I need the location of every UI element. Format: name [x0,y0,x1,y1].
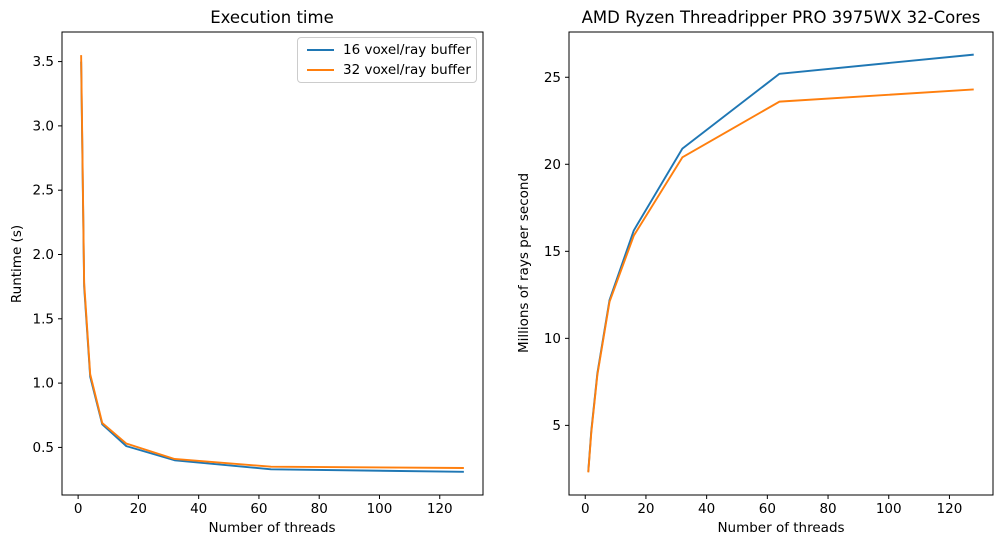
y-tick-label: 5 [552,418,561,434]
x-tick-label: 40 [698,501,715,517]
series-line-32-voxel-ray-buffer [80,55,464,469]
legend-line-sample-orange [307,69,334,71]
series-line-16-voxel-ray-buffer [80,61,464,473]
right-y-axis-label: Millions of rays per second [516,172,532,354]
x-tick-label: 80 [819,501,836,517]
x-tick-label: 120 [427,501,453,517]
x-tick-label: 0 [74,501,83,517]
legend-label: 16 voxel/ray buffer [343,42,471,58]
y-tick-label: 20 [544,157,561,173]
plot-frame [568,31,994,496]
x-tick-label: 0 [581,501,590,517]
x-tick-label: 80 [311,501,328,517]
y-tick-label: 15 [544,244,561,260]
x-tick-label: 60 [759,501,776,517]
y-tick-label: 2.5 [33,183,54,199]
legend-item: 32 voxel/ray buffer [307,62,476,78]
left-chart-title: Execution time [210,8,334,27]
y-tick-label: 3.5 [33,54,54,70]
legend-item: 16 voxel/ray buffer [307,42,476,58]
left-x-axis-label: Number of threads [208,520,336,536]
plot-frame [61,31,484,496]
legend-line-sample-blue [307,49,334,51]
x-tick-label: 100 [876,501,902,517]
y-tick-label: 1.5 [33,311,54,327]
y-tick-label: 0.5 [33,440,54,456]
x-tick-label: 120 [937,501,963,517]
right-chart-title: AMD Ryzen Threadripper PRO 3975WX 32-Cor… [581,8,981,27]
y-tick-label: 2.0 [33,247,54,263]
y-tick-label: 10 [544,331,561,347]
x-tick-label: 20 [637,501,654,517]
legend: 16 voxel/ray buffer 32 voxel/ray buffer [297,37,477,83]
left-y-axis-label: Runtime (s) [9,224,25,304]
x-tick-label: 60 [250,501,267,517]
y-tick-label: 25 [544,70,561,86]
x-tick-label: 20 [130,501,147,517]
series-line-32-voxel-ray-buffer [587,88,974,473]
legend-label: 32 voxel/ray buffer [343,62,471,78]
series-line-16-voxel-ray-buffer [587,53,974,472]
y-tick-label: 1.0 [33,376,54,392]
right-x-axis-label: Number of threads [717,520,845,536]
y-tick-label: 3.0 [33,118,54,134]
x-tick-label: 100 [367,501,393,517]
x-tick-label: 40 [190,501,207,517]
